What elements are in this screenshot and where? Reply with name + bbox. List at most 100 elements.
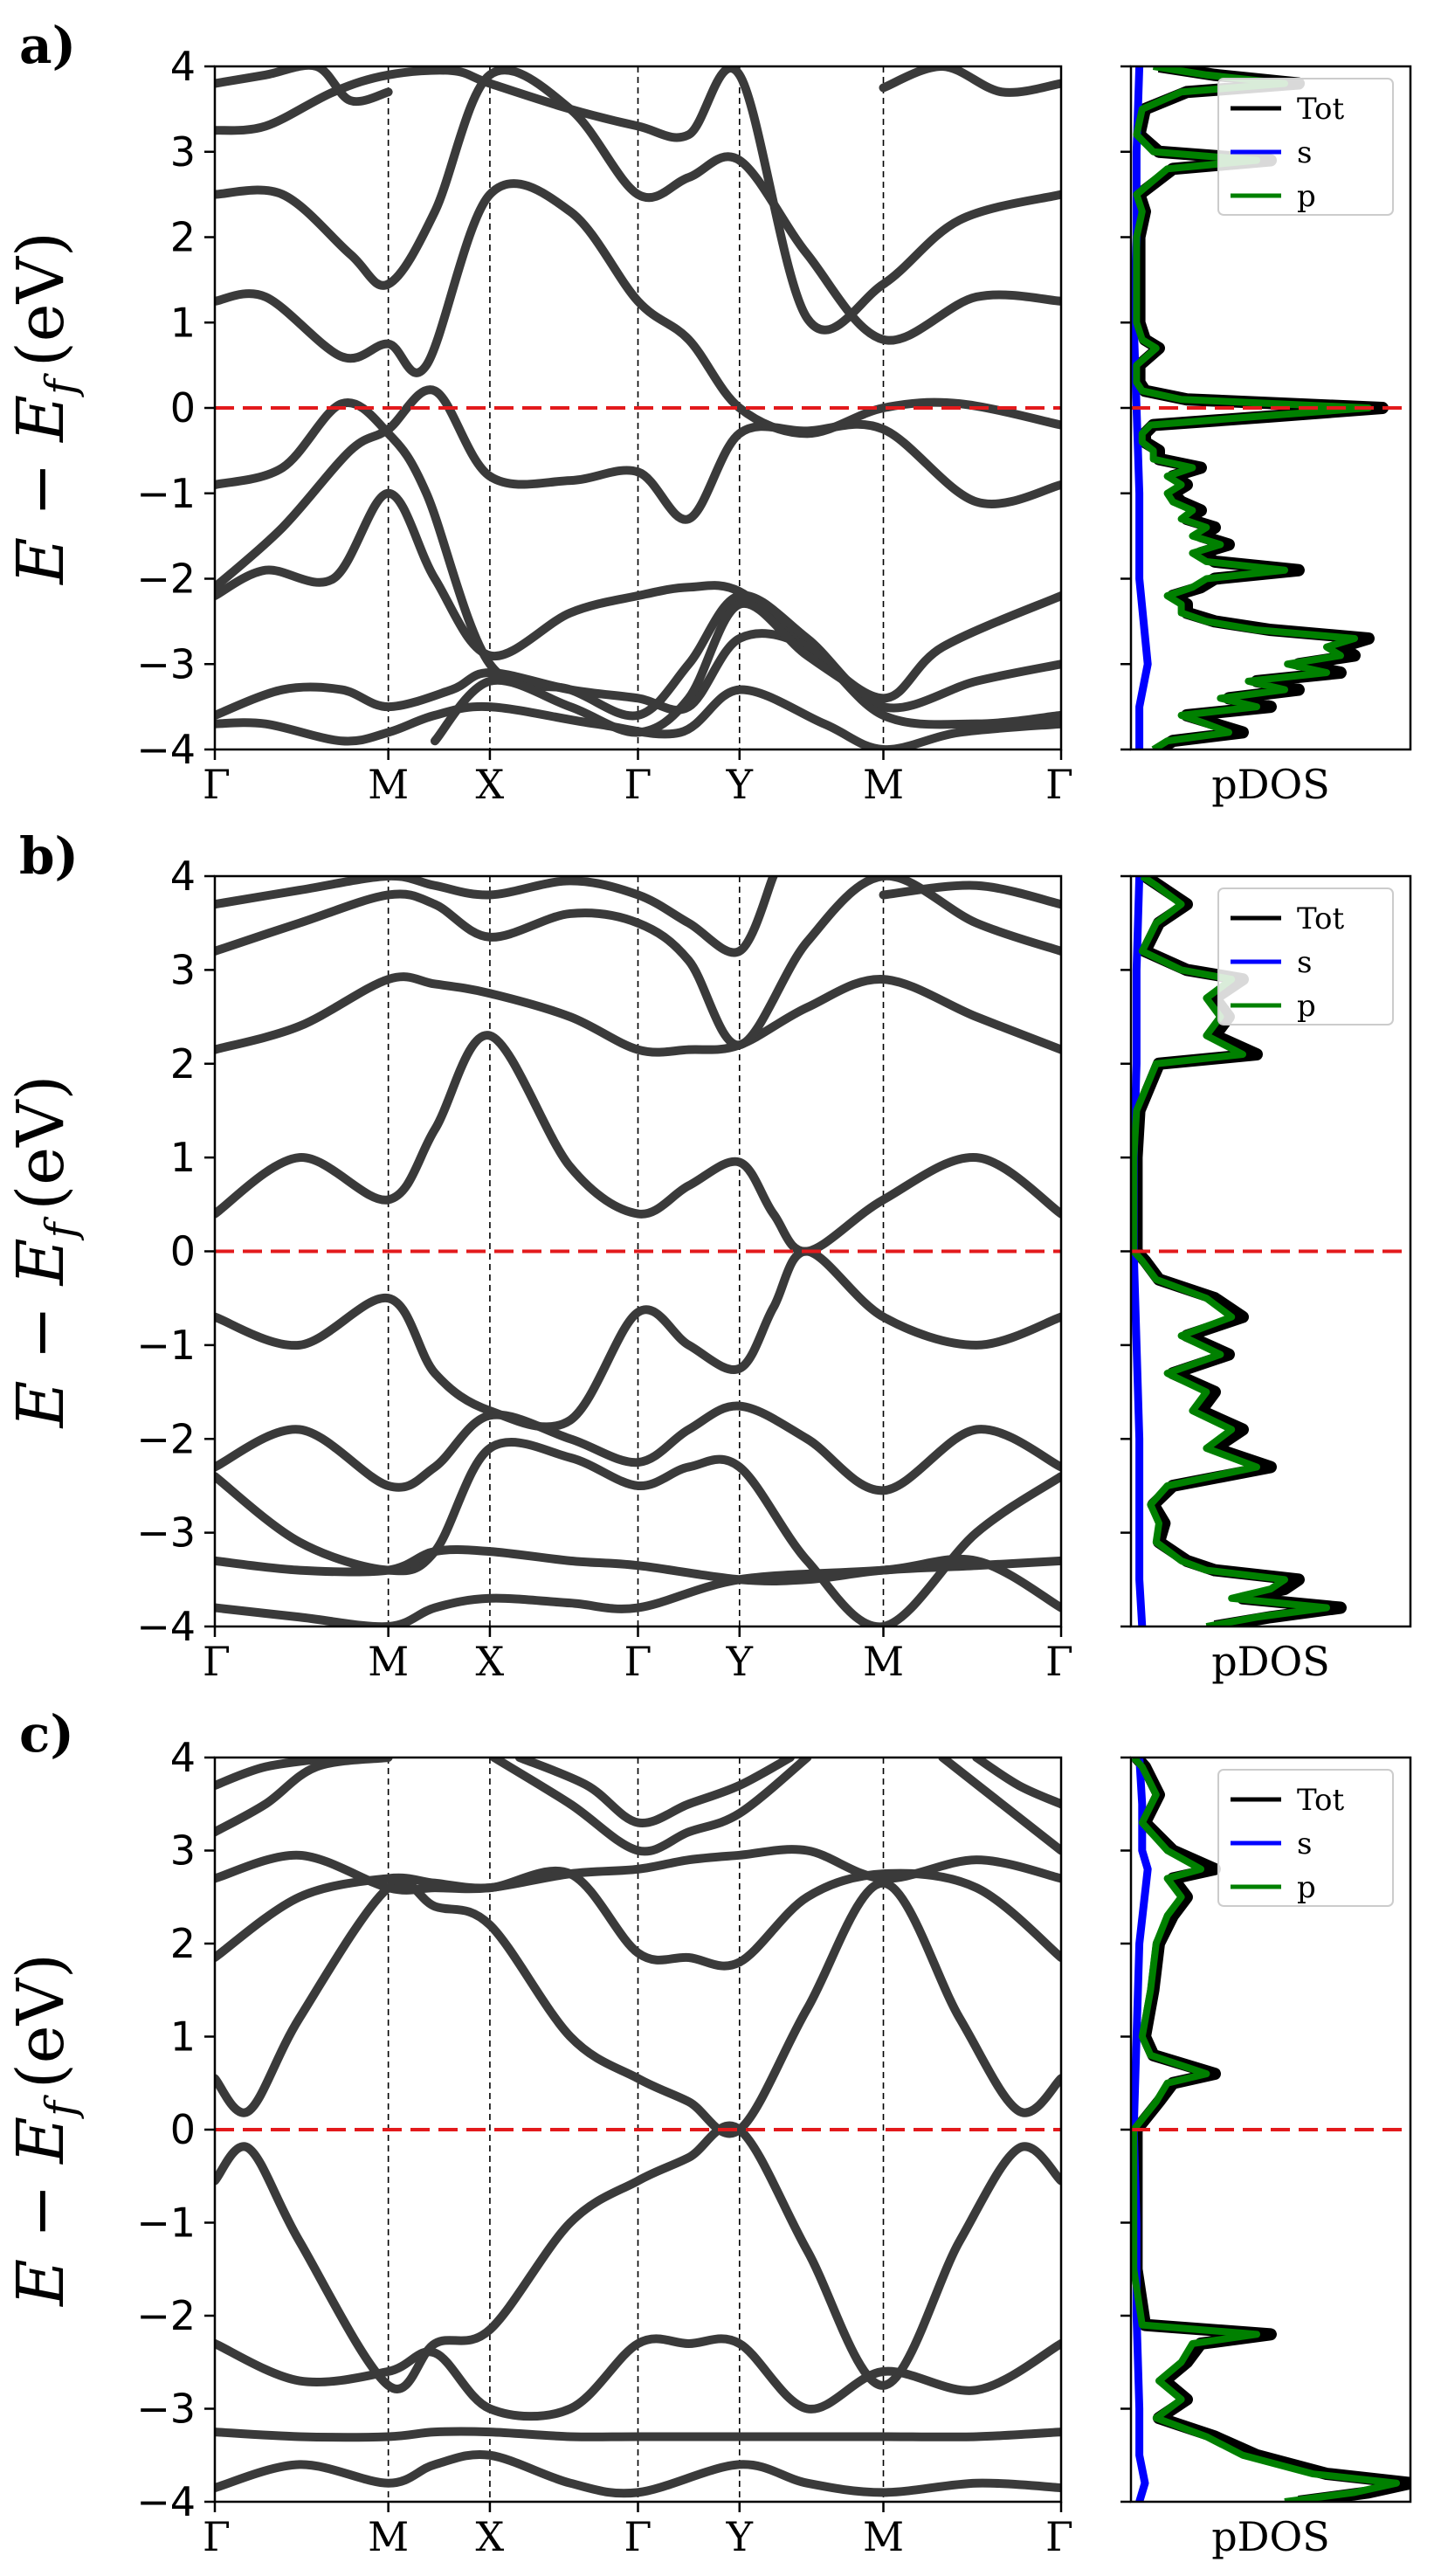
panel-label: a) bbox=[19, 16, 76, 75]
kpoint-label: M bbox=[863, 2513, 904, 2560]
band-line-3 bbox=[215, 2334, 1061, 2421]
band-line-2 bbox=[215, 488, 1061, 703]
dos-x-label: pDOS bbox=[1211, 1638, 1330, 1685]
band-line-3 bbox=[215, 1401, 1061, 1495]
kpoint-label: X bbox=[476, 761, 505, 808]
y-tick-label: 3 bbox=[170, 946, 196, 993]
y-tick-label: −3 bbox=[136, 640, 196, 687]
y-tick-label: 1 bbox=[170, 1134, 196, 1181]
y-tick-label: 4 bbox=[170, 1734, 196, 1781]
legend-label-tot: Tot bbox=[1297, 92, 1345, 127]
y-axis-label-main: E − E bbox=[3, 2117, 79, 2308]
band-line-7 bbox=[215, 972, 1061, 1057]
y-tick-label: 2 bbox=[170, 1920, 196, 1967]
kpoint-label: M bbox=[863, 761, 904, 808]
band-line-2 bbox=[215, 2121, 1061, 2393]
legend-label-s: s bbox=[1297, 1827, 1312, 1861]
legend-label-tot: Tot bbox=[1297, 1783, 1345, 1818]
dos-curves bbox=[1131, 66, 1389, 749]
band-line-4 bbox=[215, 629, 1061, 729]
dos-plot-frame bbox=[1129, 1756, 1412, 2503]
legend-label-p: p bbox=[1297, 1870, 1316, 1905]
kpoint-label: Γ bbox=[203, 761, 231, 808]
y-tick-label: −4 bbox=[136, 2478, 196, 2525]
band-line-6 bbox=[215, 1866, 1061, 1971]
y-axis-label-sub: f bbox=[37, 373, 86, 397]
bands bbox=[215, 1758, 1061, 2498]
y-axis-label-sub: f bbox=[37, 2095, 86, 2119]
kpoint-label: Y bbox=[726, 1638, 754, 1685]
y-tick-label: 2 bbox=[170, 214, 196, 261]
y-tick-label: −3 bbox=[136, 2386, 196, 2433]
y-axis-label-main: E − E bbox=[3, 1238, 79, 1429]
y-axis-label-main: E − E bbox=[3, 395, 79, 586]
band-line-9 bbox=[215, 66, 393, 107]
legend-label-p: p bbox=[1297, 179, 1316, 214]
band-line-4 bbox=[215, 1438, 1061, 1626]
kpoint-label: Γ bbox=[624, 1638, 652, 1685]
kpoint-label: X bbox=[476, 2513, 505, 2560]
band-line-1 bbox=[215, 1031, 1061, 1256]
bands bbox=[215, 66, 1061, 749]
band-line-11 bbox=[514, 1758, 795, 1827]
y-tick-label: 2 bbox=[170, 1040, 196, 1088]
band-line-2 bbox=[215, 1247, 1061, 1432]
band-line-1 bbox=[215, 1877, 1061, 2138]
kpoint-label: Y bbox=[726, 2513, 754, 2560]
y-axis-label-unit: (eV) bbox=[3, 1953, 79, 2089]
kpoint-label: Γ bbox=[624, 2513, 652, 2560]
y-tick-label: 3 bbox=[170, 1827, 196, 1875]
kpoint-label: Y bbox=[726, 761, 754, 808]
kpoint-label: Γ bbox=[1045, 1638, 1073, 1685]
dos-plot-frame bbox=[1129, 65, 1412, 751]
dos-p-curve bbox=[1133, 66, 1372, 749]
kpoint-label: M bbox=[863, 1638, 904, 1685]
kpoint-label: Γ bbox=[1045, 761, 1073, 808]
y-axis-label-sub: f bbox=[37, 1216, 86, 1240]
band-line-7 bbox=[215, 66, 1061, 345]
y-tick-label: −2 bbox=[136, 556, 196, 603]
y-tick-label: −4 bbox=[136, 726, 196, 773]
y-tick-label: −3 bbox=[136, 1509, 196, 1557]
legend-label-p: p bbox=[1297, 989, 1316, 1024]
y-tick-label: −4 bbox=[136, 1603, 196, 1650]
y-axis-label: E − Ef (eV) bbox=[3, 231, 86, 586]
band-line-5 bbox=[215, 2450, 1061, 2498]
band-line-10 bbox=[489, 1758, 812, 1856]
legend-label-s: s bbox=[1297, 135, 1312, 170]
y-tick-label: 4 bbox=[170, 853, 196, 900]
y-tick-label: 3 bbox=[170, 128, 196, 176]
dos-legend: Tot sp bbox=[1217, 78, 1394, 216]
kpoint-label: X bbox=[476, 1638, 505, 1685]
legend-box bbox=[1217, 1769, 1394, 1907]
band-line-12 bbox=[938, 1758, 1061, 1855]
legend-box bbox=[1217, 78, 1394, 216]
y-tick-label: −2 bbox=[136, 1415, 196, 1462]
band-line-10 bbox=[879, 66, 1061, 97]
dos-plot-frame bbox=[1129, 874, 1412, 1628]
kpoint-label: Γ bbox=[624, 761, 652, 808]
y-tick-label: 0 bbox=[170, 1228, 196, 1275]
dos-legend: Tot sp bbox=[1217, 1769, 1394, 1907]
band-line-13 bbox=[972, 1758, 1061, 1809]
band-line-8 bbox=[215, 66, 1061, 335]
kpoint-label: M bbox=[368, 2513, 409, 2560]
y-tick-label: −2 bbox=[136, 2292, 196, 2339]
y-axis-label-unit: (eV) bbox=[3, 1075, 79, 1211]
kpoint-label: Γ bbox=[203, 2513, 231, 2560]
y-tick-label: −1 bbox=[136, 1322, 196, 1369]
y-tick-label: −1 bbox=[136, 470, 196, 517]
dos-x-label: pDOS bbox=[1211, 2513, 1330, 2560]
band-line-1 bbox=[215, 385, 1061, 592]
legend-label-tot: Tot bbox=[1297, 901, 1345, 936]
band-line-7 bbox=[215, 1845, 1061, 1895]
band-line-10 bbox=[879, 881, 1061, 909]
band-line-9 bbox=[215, 876, 778, 957]
panel-label: c) bbox=[19, 1704, 74, 1764]
y-tick-label: 1 bbox=[170, 299, 196, 346]
y-axis-label: E − Ef (eV) bbox=[3, 1075, 86, 1430]
